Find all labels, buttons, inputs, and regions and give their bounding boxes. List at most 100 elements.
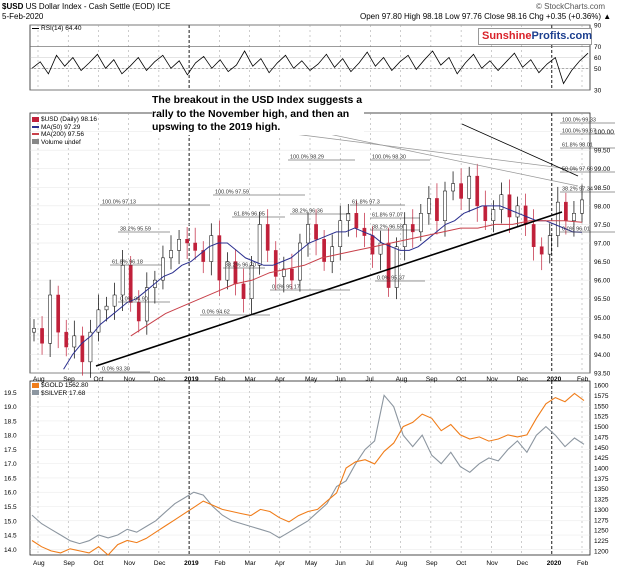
usd-candle-body (378, 242, 383, 255)
rsi-line (31, 50, 589, 85)
silver-y-tick: 19.0 (4, 404, 17, 411)
usd-candle-body (427, 198, 431, 214)
usd-candle-body (531, 224, 536, 247)
usd-candle-body (338, 220, 343, 247)
fib-level-label: 61.8% 97.07 (372, 213, 403, 219)
legend-rsi-swatch (32, 27, 39, 29)
usd-support-trendline (95, 211, 563, 367)
usd-candle-body (249, 265, 254, 299)
usd-candle-body (96, 309, 101, 333)
x-tick-label-usd: Jul (365, 376, 374, 383)
legend-usd-row: $USD (Daily) 98.16 (32, 116, 97, 124)
usd-resistance-line (461, 123, 579, 177)
usd-y-tick: 97.00 (594, 241, 611, 248)
usd-candle-body (451, 183, 455, 192)
legend-usd: $USD (Daily) 98.16 MA(50) 97.29 MA(200) … (32, 116, 97, 146)
silver-y-tick: 16.5 (4, 475, 17, 482)
header-quote: Open 97.80 High 98.18 Low 97.76 Close 98… (360, 12, 612, 21)
fib-level-label: 61.8% 97.3 (352, 200, 380, 206)
x-tick-label-metals: Nov (486, 560, 498, 567)
x-tick-label-usd: Oct (456, 376, 466, 383)
usd-candle-body (314, 224, 318, 240)
x-tick-label-usd: Feb (214, 376, 226, 383)
legend-gold-row: $GOLD 1562.80 (32, 382, 88, 390)
gold-y-tick: 1475 (594, 434, 609, 441)
header-symbol-line: $USD US Dollar Index - Cash Settle (EOD)… (2, 2, 171, 11)
usd-candle-body (88, 331, 93, 363)
fib-level-label: 50.0% 97.66 (562, 167, 593, 173)
x-tick-label-usd: Sep (63, 376, 75, 383)
usd-candle-body (120, 265, 125, 296)
legend-rsi-label: RSI(14) 64.40 (41, 25, 82, 32)
x-tick-label-usd: Nov (124, 376, 136, 383)
silver-line (31, 394, 585, 545)
usd-candle-body (40, 328, 44, 344)
usd-candle-body (555, 201, 560, 236)
gold-y-tick: 1375 (594, 476, 609, 483)
usd-y-tick: 98.50 (594, 185, 611, 192)
fib-level-label: 38.2% 97.34 (562, 187, 593, 193)
gold-y-tick: 1400 (594, 466, 609, 473)
gold-y-tick: 1250 (594, 528, 609, 535)
x-tick-label-metals: Aug (396, 560, 408, 567)
usd-candle-body (354, 213, 359, 229)
usd-candle-body (418, 213, 423, 233)
fib-level-label: 0.0% 94.90 (120, 297, 148, 303)
x-tick-label-metals: Feb (214, 560, 226, 567)
usd-candle-body (80, 335, 85, 363)
silver-y-tick: 19.5 (4, 390, 17, 397)
silver-y-tick: 15.5 (4, 504, 17, 511)
usd-candle-body (386, 242, 391, 288)
usd-candle-body (128, 265, 133, 303)
x-tick-label-usd: 2020 (547, 376, 562, 383)
usd-candle-body (48, 294, 52, 344)
gold-y-tick: 1300 (594, 507, 609, 514)
x-tick-label-metals: Feb (577, 560, 589, 567)
usd-candle-body (467, 175, 472, 199)
usd-candle-body (370, 235, 375, 255)
legend-metals: $GOLD 1562.80 $SILVER 17.68 (32, 382, 88, 397)
usd-candle-body (32, 328, 36, 333)
rsi-y-tick: 70 (594, 44, 602, 51)
x-tick-label-usd: Jun (335, 376, 346, 383)
header-symbol: $USD (2, 2, 24, 11)
fib-level-label: 0.0% 96.01 (562, 227, 590, 233)
x-tick-label-metals: May (305, 560, 318, 567)
fib-level-label: 100.0% 97.13 (102, 200, 136, 206)
legend-gold-label: $GOLD 1562.80 (41, 382, 89, 389)
annotation-text: The breakout in the USD Index suggests a… (152, 94, 364, 135)
legend-silver-swatch (32, 390, 39, 396)
x-tick-label-metals: Oct (456, 560, 466, 567)
usd-candle-body (136, 302, 141, 322)
usd-candle-body (169, 250, 173, 259)
fib-level-label: 38.2% 96.70 (225, 263, 256, 269)
usd-ma200-line (130, 220, 583, 337)
x-tick-label-usd: Aug (33, 376, 45, 383)
usd-candle-body (491, 209, 496, 221)
silver-y-tick: 14.0 (4, 547, 17, 554)
usd-candle-body (483, 205, 488, 221)
brand-part1: Sunshine (482, 30, 532, 42)
fib-level-label: 0.0% 93.30 (102, 367, 130, 373)
silver-y-tick: 18.0 (4, 433, 17, 440)
x-tick-label-usd: Oct (93, 376, 103, 383)
gold-y-tick: 1575 (594, 393, 609, 400)
usd-y-tick: 100.00 (594, 129, 614, 136)
fib-level-label: 100.0% 98.29 (290, 155, 324, 161)
x-tick-label-usd: Aug (396, 376, 408, 383)
x-tick-label-metals: 2019 (184, 560, 199, 567)
legend-ma200-swatch (32, 133, 39, 136)
usd-y-tick: 94.50 (594, 333, 611, 340)
fib-level-label: 0.0% 95.17 (272, 285, 300, 291)
legend-rsi: RSI(14) 64.40 (32, 25, 81, 32)
x-tick-label-usd: Dec (154, 376, 166, 383)
usd-candle-body (475, 175, 480, 207)
rsi-y-tick: 90 (594, 23, 602, 30)
fib-level-label: 38.2% 96.36 (292, 209, 323, 215)
usd-candle-body (112, 294, 117, 307)
header-name: US Dollar Index - Cash Settle (EOD) ICE (25, 2, 171, 11)
legend-silver-label: $SILVER 17.68 (41, 389, 86, 397)
usd-candle-body (161, 257, 165, 281)
